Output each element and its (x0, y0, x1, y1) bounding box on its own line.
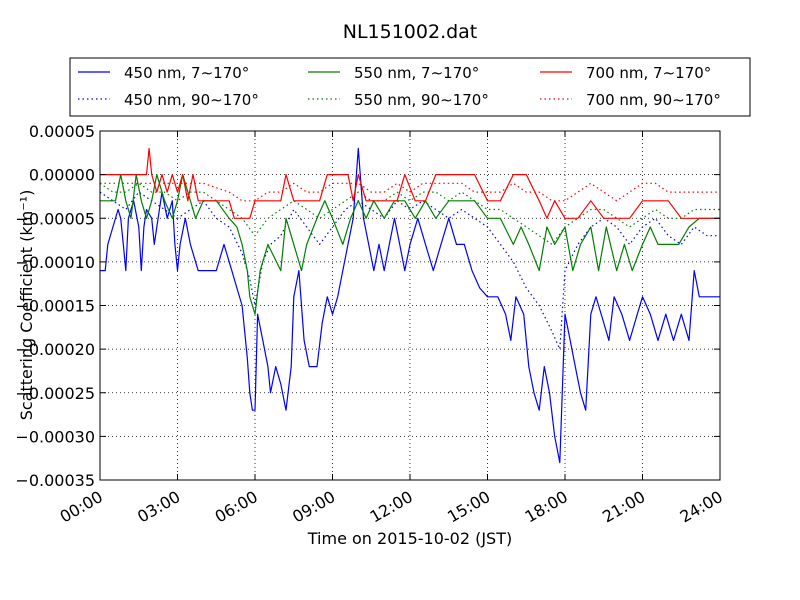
x-tick-label: 00:00 (57, 487, 106, 527)
series-line-5 (100, 182, 720, 202)
y-tick-label: 0.00005 (29, 122, 95, 141)
legend: 450 nm, 7∼170° 450 nm, 90∼170° 550 nm, 7∼1… (69, 57, 751, 117)
y-tick-label: −0.00035 (15, 471, 95, 490)
legend-label-4: 700 nm, 7∼170° (586, 64, 711, 82)
y-axis: 0.00005 0.00000 −0.00005 −0.00010 −0.00015 −0… (15, 122, 720, 490)
grid (100, 131, 720, 480)
legend-label-5: 700 nm, 90∼170° (586, 91, 721, 109)
legend-label-1: 450 nm, 90∼170° (124, 91, 259, 109)
x-tick-label: 06:00 (212, 487, 261, 527)
y-tick-label: −0.00015 (15, 297, 95, 316)
x-tick-label: 24:00 (677, 487, 726, 527)
y-axis-label: Scattering Coefficient (km⁻¹) (17, 190, 36, 421)
y-tick-label: −0.00005 (15, 209, 95, 228)
x-axis-label: Time on 2015-10-02 (JST) (307, 529, 512, 548)
x-tick-label: 21:00 (599, 487, 648, 527)
x-tick-label: 18:00 (522, 487, 571, 527)
x-tick-label: 03:00 (134, 487, 183, 527)
series-line-4 (100, 147, 720, 219)
legend-box (69, 57, 751, 117)
x-tick-label: 09:00 (289, 487, 338, 527)
y-tick-label: −0.00010 (15, 253, 95, 272)
y-tick-label: −0.00020 (15, 340, 95, 359)
chart-title: NL151002.dat (343, 21, 478, 43)
series-layer (99, 147, 720, 464)
x-tick-label: 15:00 (444, 487, 493, 527)
legend-label-2: 550 nm, 7∼170° (354, 64, 479, 82)
legend-label-0: 450 nm, 7∼170° (124, 64, 249, 82)
x-tick-label: 12:00 (367, 487, 416, 527)
legend-label-3: 550 nm, 90∼170° (354, 91, 489, 109)
y-tick-label: −0.00030 (15, 427, 95, 446)
y-tick-label: −0.00025 (15, 384, 95, 403)
series-line-0 (100, 147, 720, 464)
y-tick-label: 0.00000 (29, 166, 95, 185)
series-line-2 (100, 174, 720, 315)
